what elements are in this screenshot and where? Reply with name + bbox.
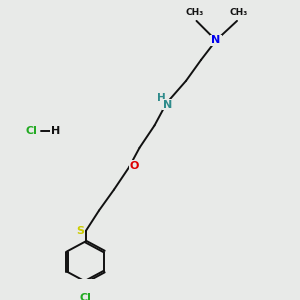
Text: H: H [51,126,60,136]
Text: Cl: Cl [80,293,92,300]
Text: O: O [130,160,139,171]
Text: Cl: Cl [26,126,38,136]
Text: S: S [76,226,84,236]
Text: H: H [157,93,166,103]
Text: N: N [212,35,220,45]
Text: CH₃: CH₃ [230,8,247,17]
Text: CH₃: CH₃ [186,8,204,17]
Text: N: N [164,100,172,110]
